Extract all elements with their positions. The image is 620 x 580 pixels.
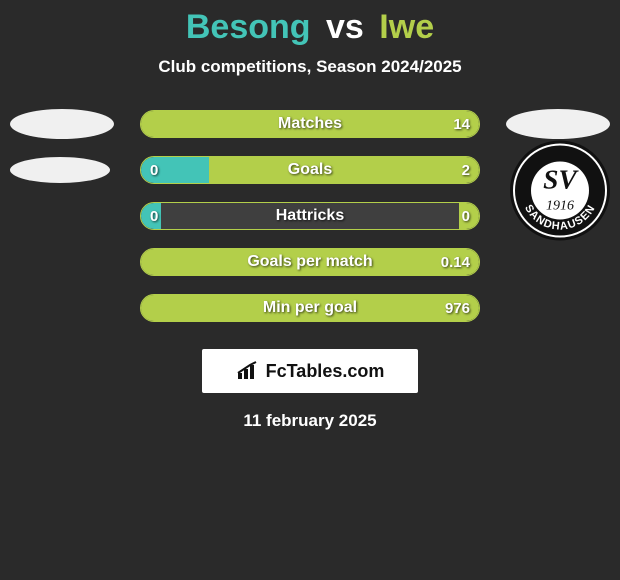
brand-chart-icon — [236, 361, 262, 381]
subtitle: Club competitions, Season 2024/2025 — [0, 57, 620, 77]
crest-left — [10, 157, 110, 183]
bar-fill-right — [141, 295, 479, 321]
stat-row: Goals per match0.14 — [0, 239, 620, 285]
crest-right — [506, 109, 610, 139]
stat-row: SV SANDHAUSEN 1916 Goals02 — [0, 147, 620, 193]
stat-row: Min per goal976 — [0, 285, 620, 331]
footer-date: 11 february 2025 — [0, 411, 620, 431]
brand-text: FcTables.com — [266, 361, 385, 382]
page-title: Besong vs Iwe — [0, 8, 620, 47]
stat-bar: Goals per match0.14 — [140, 248, 480, 276]
bar-fill-right — [459, 203, 479, 229]
stat-bar: Hattricks00 — [140, 202, 480, 230]
bar-fill-left — [141, 203, 161, 229]
bar-fill-right — [209, 157, 479, 183]
stat-rows: Matches14 SV SANDHAUSEN 1916 Goals02 Hatt… — [0, 101, 620, 331]
bar-fill-left — [141, 157, 209, 183]
svg-text:SV: SV — [543, 164, 579, 195]
stat-row: Hattricks00 — [0, 193, 620, 239]
brand-badge: FcTables.com — [202, 349, 418, 393]
player2-name: Iwe — [379, 8, 434, 46]
stat-bar: Min per goal976 — [140, 294, 480, 322]
bar-fill-right — [141, 111, 479, 137]
stat-bar: Goals02 — [140, 156, 480, 184]
vs-text: vs — [326, 8, 364, 46]
stat-bar: Matches14 — [140, 110, 480, 138]
player1-name: Besong — [186, 8, 311, 46]
crest-left — [10, 109, 114, 139]
bar-fill-right — [141, 249, 479, 275]
